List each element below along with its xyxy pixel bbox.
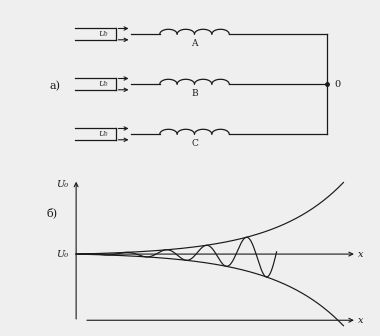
Text: а): а) bbox=[49, 81, 60, 91]
Text: U₀: U₀ bbox=[98, 130, 108, 138]
Text: B: B bbox=[191, 89, 198, 98]
Text: C: C bbox=[191, 139, 198, 148]
Text: б): б) bbox=[47, 207, 58, 218]
Text: x: x bbox=[358, 316, 364, 325]
Text: 0: 0 bbox=[335, 80, 341, 89]
Text: x: x bbox=[358, 250, 364, 259]
Text: U₀: U₀ bbox=[56, 180, 68, 190]
Text: U₀: U₀ bbox=[98, 80, 108, 88]
Text: U₀: U₀ bbox=[56, 250, 68, 259]
Text: U₀: U₀ bbox=[98, 30, 108, 38]
Text: A: A bbox=[191, 39, 198, 48]
